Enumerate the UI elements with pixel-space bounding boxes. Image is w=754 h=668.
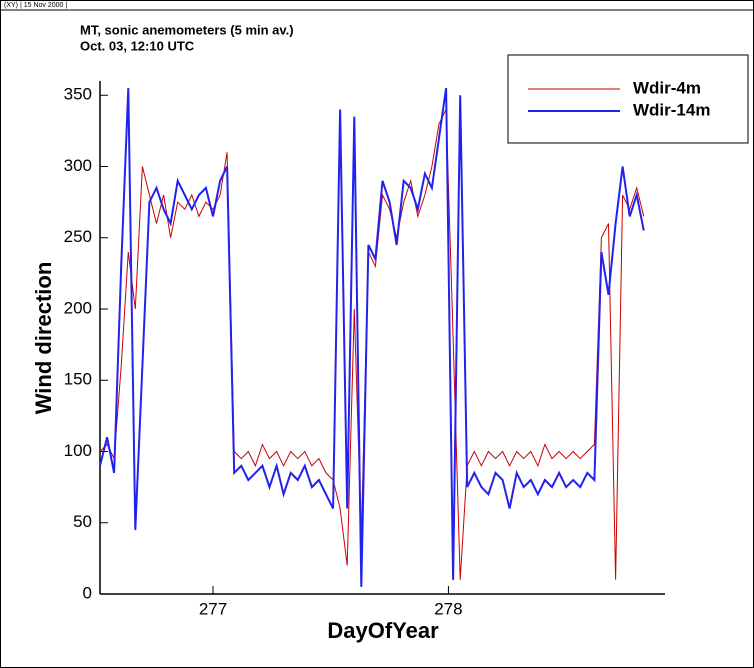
y-tick-label: 100 bbox=[64, 441, 92, 460]
y-tick-label: 250 bbox=[64, 227, 92, 246]
x-tick-label: 277 bbox=[199, 599, 227, 618]
y-tick-label: 150 bbox=[64, 370, 92, 389]
chart-title: MT, sonic anemometers (5 min av.) bbox=[80, 22, 294, 37]
header: (XY) | 15 Nov 2000 | bbox=[4, 2, 67, 9]
legend-label: Wdir-14m bbox=[633, 100, 710, 119]
series-line bbox=[99, 87, 645, 587]
y-tick-label: 350 bbox=[64, 85, 92, 104]
y-tick-label: 300 bbox=[64, 156, 92, 175]
y-tick-label: 0 bbox=[83, 583, 92, 602]
y-axis-label: Wind direction bbox=[31, 262, 56, 415]
legend-box bbox=[507, 54, 749, 144]
x-axis-label: DayOfYear bbox=[327, 618, 439, 643]
y-tick-label: 50 bbox=[73, 512, 92, 531]
x-tick-label: 278 bbox=[434, 599, 462, 618]
y-tick-label: 200 bbox=[64, 298, 92, 317]
legend-label: Wdir-4m bbox=[633, 78, 701, 97]
chart-subtitle: Oct. 03, 12:10 UTC bbox=[80, 38, 195, 53]
series-line bbox=[99, 109, 645, 580]
